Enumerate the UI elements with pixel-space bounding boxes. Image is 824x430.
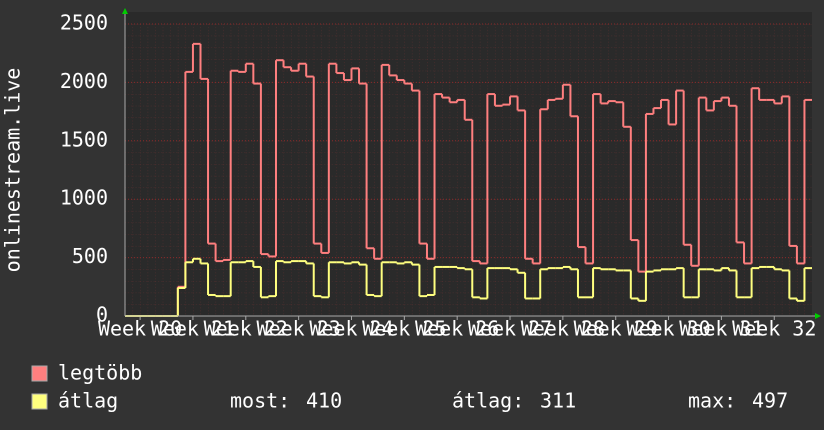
stat-value: 311 bbox=[540, 389, 576, 413]
step-riser bbox=[176, 43, 806, 316]
x-tick-label: Week 25 bbox=[362, 317, 446, 341]
y-tick-label: 1500 bbox=[60, 127, 108, 151]
stat-label: max: bbox=[688, 389, 736, 413]
minor-grid bbox=[125, 24, 812, 316]
x-tick-label: Week 20 bbox=[98, 317, 182, 341]
legend-label: legtöbb bbox=[58, 361, 142, 385]
x-tick-label: Week 28 bbox=[521, 317, 605, 341]
y-arrow bbox=[122, 8, 128, 14]
x-tick-label: Week 32 bbox=[732, 317, 816, 341]
y-axis-label: onlinestream.live bbox=[1, 68, 25, 273]
stat-label: átlag: bbox=[452, 389, 524, 413]
stat-value: 410 bbox=[306, 389, 342, 413]
x-tick-label: Week 26 bbox=[415, 317, 499, 341]
x-tick-label: Week 21 bbox=[151, 317, 235, 341]
x-tick-label: Week 27 bbox=[468, 317, 552, 341]
legend-label: átlag bbox=[58, 389, 118, 413]
stat-value: 497 bbox=[752, 389, 788, 413]
x-tick-label: Week 31 bbox=[679, 317, 763, 341]
legend-swatch bbox=[31, 365, 48, 382]
y-tick-label: 0 bbox=[96, 303, 108, 327]
x-arrow bbox=[815, 313, 821, 319]
legend-swatch bbox=[31, 393, 48, 410]
y-tick-label: 2500 bbox=[60, 11, 108, 35]
stat-label: most: bbox=[230, 389, 290, 413]
y-tick-label: 1000 bbox=[60, 186, 108, 210]
y-tick-label: 500 bbox=[72, 244, 108, 268]
x-tick-label: Week 30 bbox=[626, 317, 710, 341]
x-tick-label: Week 29 bbox=[574, 317, 658, 341]
x-tick-label: Week 24 bbox=[309, 317, 393, 341]
x-tick-label: Week 23 bbox=[256, 317, 340, 341]
y-tick-label: 2000 bbox=[60, 69, 108, 93]
x-tick-label: Week 22 bbox=[204, 317, 288, 341]
